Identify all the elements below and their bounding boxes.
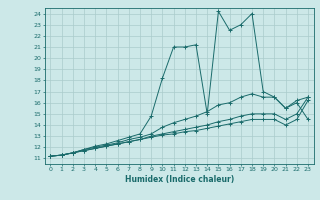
X-axis label: Humidex (Indice chaleur): Humidex (Indice chaleur) [124,175,234,184]
